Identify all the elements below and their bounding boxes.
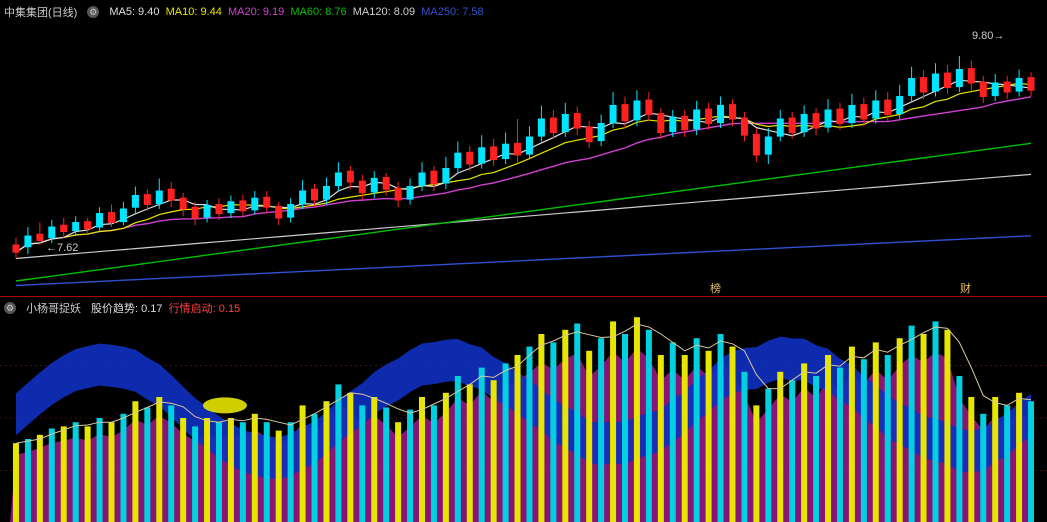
main-candlestick-panel[interactable]: 中集集团(日线) ⚙ MA5: 9.40 MA10: 9.44 MA20: 9.…: [0, 0, 1047, 295]
chart-tag: 榜: [710, 280, 721, 296]
stock-name: 中集集团(日线): [4, 4, 77, 20]
main-header: 中集集团(日线) ⚙ MA5: 9.40 MA10: 9.44 MA20: 9.…: [4, 4, 484, 20]
high-price-label: 9.80→: [972, 30, 1004, 42]
settings-icon[interactable]: ⚙: [4, 302, 16, 314]
sub-indicator-panel[interactable]: ⚙ 小杨哥捉妖 股价趋势: 0.17 行情启动: 0.15: [0, 296, 1047, 522]
indicator-name: 小杨哥捉妖: [26, 300, 81, 316]
ma-legend: MA5: 9.40 MA10: 9.44 MA20: 9.19 MA60: 8.…: [109, 6, 483, 18]
chart-tag: 财: [960, 280, 971, 296]
sub-header: ⚙ 小杨哥捉妖 股价趋势: 0.17 行情启动: 0.15: [4, 300, 240, 316]
sub-chart-svg[interactable]: [0, 313, 1047, 522]
low-price-label: ←7.62: [46, 242, 78, 254]
indicator-params: 股价趋势: 0.17 行情启动: 0.15: [91, 300, 240, 316]
chart-container: 中集集团(日线) ⚙ MA5: 9.40 MA10: 9.44 MA20: 9.…: [0, 0, 1047, 522]
main-chart-svg[interactable]: [0, 0, 1047, 295]
settings-icon[interactable]: ⚙: [87, 6, 99, 18]
